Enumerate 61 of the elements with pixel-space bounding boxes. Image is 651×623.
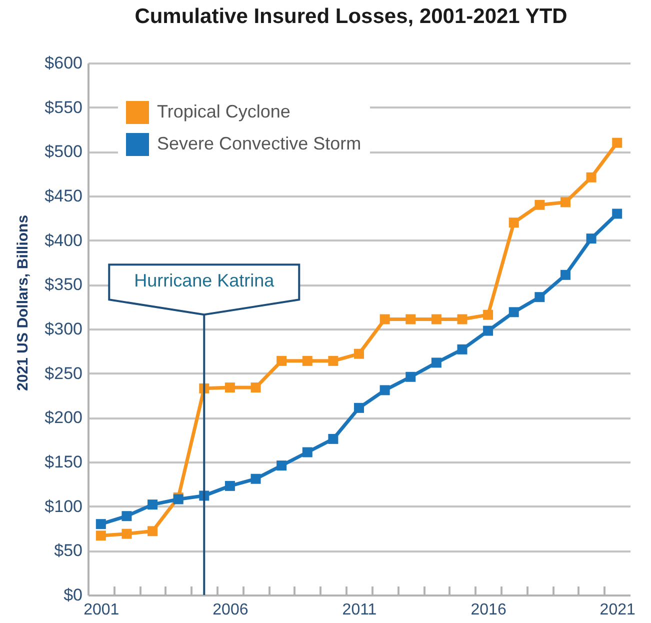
point [148, 500, 158, 510]
y-tick-label: $250 [44, 364, 82, 383]
chart-title: Cumulative Insured Losses, 2001-2021 YTD [134, 5, 568, 28]
y-tick-label: $350 [44, 275, 82, 294]
point [276, 356, 287, 366]
legend-label: Tropical Cyclone [157, 102, 290, 122]
point [354, 402, 364, 413]
point [431, 358, 442, 368]
y-axis-title: 2021 US Dollars, Billions [14, 214, 32, 391]
point [612, 208, 622, 219]
y-tick-label: $500 [44, 142, 82, 162]
y-tick-label: $450 [44, 186, 82, 206]
y-tick-label: $150 [44, 452, 82, 472]
point [328, 356, 338, 366]
point [328, 434, 338, 444]
x-tick-label: 2016 [470, 602, 506, 618]
point [431, 314, 442, 324]
x-tick-label: 2006 [212, 602, 248, 618]
x-tick-label: 2021 [600, 602, 636, 618]
point [302, 447, 312, 458]
point [96, 530, 106, 541]
point [534, 292, 545, 302]
point [406, 372, 416, 382]
point [508, 218, 519, 228]
point [406, 314, 416, 324]
legend-label: Severe Convective Storm [157, 134, 362, 154]
y-tick-label: $600 [44, 54, 82, 72]
point [612, 138, 622, 148]
y-tick-label: $400 [44, 230, 82, 250]
point [122, 528, 132, 539]
y-tick-label: $300 [44, 320, 82, 338]
point [586, 172, 596, 182]
ref-line-label: Hurricane Katrina [134, 270, 276, 291]
y-tick-label: $200 [44, 408, 82, 428]
point [483, 310, 494, 320]
point [380, 385, 390, 396]
point [457, 314, 468, 324]
point [380, 314, 390, 324]
point [483, 326, 494, 336]
point [560, 270, 570, 280]
y-tick-label: $550 [44, 98, 82, 117]
point [354, 348, 364, 359]
point [250, 474, 261, 484]
point [122, 511, 132, 522]
y-tick-label: $100 [44, 496, 82, 516]
point [148, 526, 158, 536]
y-tick-label: $0 [64, 586, 82, 604]
point [508, 307, 519, 318]
point [302, 356, 312, 366]
point [457, 344, 468, 354]
point [560, 197, 570, 208]
point [276, 460, 287, 471]
point [586, 234, 596, 244]
x-tick-label: 2011 [342, 602, 377, 618]
y-tick-label: $50 [54, 541, 82, 560]
point [224, 480, 235, 491]
point [96, 519, 106, 530]
point [250, 382, 261, 393]
x-tick-label: 2001 [84, 602, 120, 618]
point [534, 200, 545, 210]
point [224, 382, 235, 393]
